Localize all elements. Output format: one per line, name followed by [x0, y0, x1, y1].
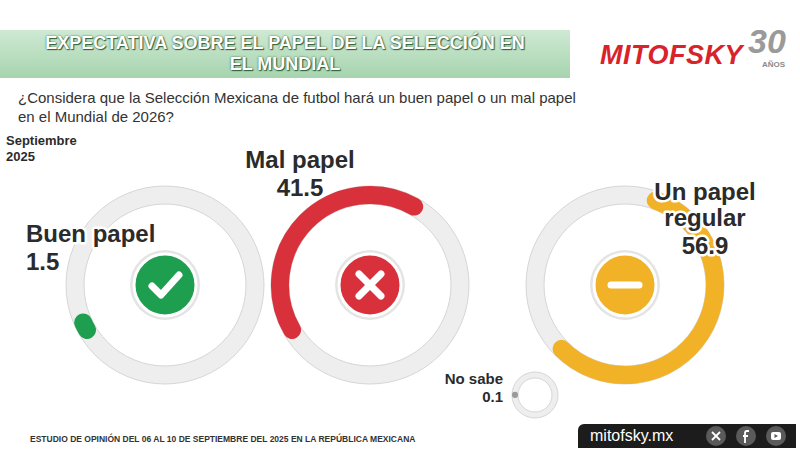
title-inner: EXPECTATIVA SOBRE EL PAPEL DE LA SELECCI…	[38, 33, 533, 75]
icon-cross	[359, 274, 381, 296]
ring-arc	[280, 195, 414, 330]
labels: Buen papel1.5 Mal papel41.5 Un papelregula…	[26, 146, 756, 405]
ring-group	[271, 186, 469, 384]
category-label-line: Mal papel	[245, 146, 354, 173]
icon-shadow	[130, 250, 200, 320]
ring-track	[515, 375, 555, 415]
icon-check	[152, 275, 179, 295]
website-box: mitofsky.mx	[578, 424, 796, 448]
category-label-line: No sabe	[445, 370, 503, 387]
social-glyph	[771, 432, 781, 440]
icon	[335, 250, 405, 320]
social-icon	[706, 426, 726, 446]
value-label: 1.5	[26, 248, 59, 275]
brand: MITOFSKY	[600, 40, 743, 71]
ring-arc	[83, 322, 87, 330]
social-glyph	[743, 431, 749, 443]
website: mitofsky.mx	[590, 427, 673, 445]
icon-shadow	[590, 250, 660, 320]
category-label: Mal papel	[245, 146, 354, 173]
ring-edge	[512, 372, 558, 418]
title: EXPECTATIVA SOBRE EL PAPEL DE LA SELECCI…	[0, 33, 570, 75]
category-label-line: Un papel	[654, 178, 755, 205]
question: ¿Considera que la Selección Mexicana de …	[18, 88, 578, 126]
ring-edge	[66, 186, 264, 384]
rings	[66, 186, 724, 418]
social-icons	[702, 424, 792, 448]
ring-edge	[518, 378, 552, 412]
social-glyph	[775, 434, 779, 438]
category-label-line: Buen papel	[26, 220, 155, 247]
value-label: 56.9	[682, 232, 729, 259]
ring-edge	[289, 204, 451, 366]
icon	[590, 250, 660, 320]
subtitle: Septiembre 2025	[6, 133, 106, 165]
category-label: Un papelregular	[654, 178, 755, 231]
icon	[130, 250, 200, 320]
ring-arc	[512, 392, 518, 398]
category-label: Buen papel	[26, 220, 155, 247]
icon-cross	[359, 274, 381, 296]
icon-disc	[594, 254, 656, 316]
icon-minus	[611, 282, 639, 289]
anniversary-label: AÑOS	[762, 60, 785, 69]
value-label: 0.1	[482, 388, 503, 405]
ring-track	[280, 195, 460, 375]
value-label: 41.5	[277, 174, 324, 201]
social-glyph	[712, 432, 720, 440]
ring-group	[512, 372, 558, 418]
anniversary: 30	[748, 22, 786, 61]
header-bar: EXPECTATIVA SOBRE EL PAPEL DE LA SELECCI…	[0, 30, 570, 78]
source: ESTUDIO DE OPINIÓN DEL 06 AL 10 DE SEPTI…	[30, 434, 415, 444]
ring-group	[66, 186, 264, 384]
page: Buen papel1.5 Mal papel41.5 Un papelregula…	[0, 0, 800, 450]
category-label-line: regular	[664, 204, 745, 231]
category-label: No sabe	[445, 370, 503, 387]
icon-disc	[134, 254, 196, 316]
icon-disc	[339, 254, 401, 316]
social-icon	[766, 426, 786, 446]
social-glyph	[712, 432, 720, 440]
ring-edge	[271, 186, 469, 384]
social-icon	[736, 426, 756, 446]
icon-shadow	[335, 250, 405, 320]
